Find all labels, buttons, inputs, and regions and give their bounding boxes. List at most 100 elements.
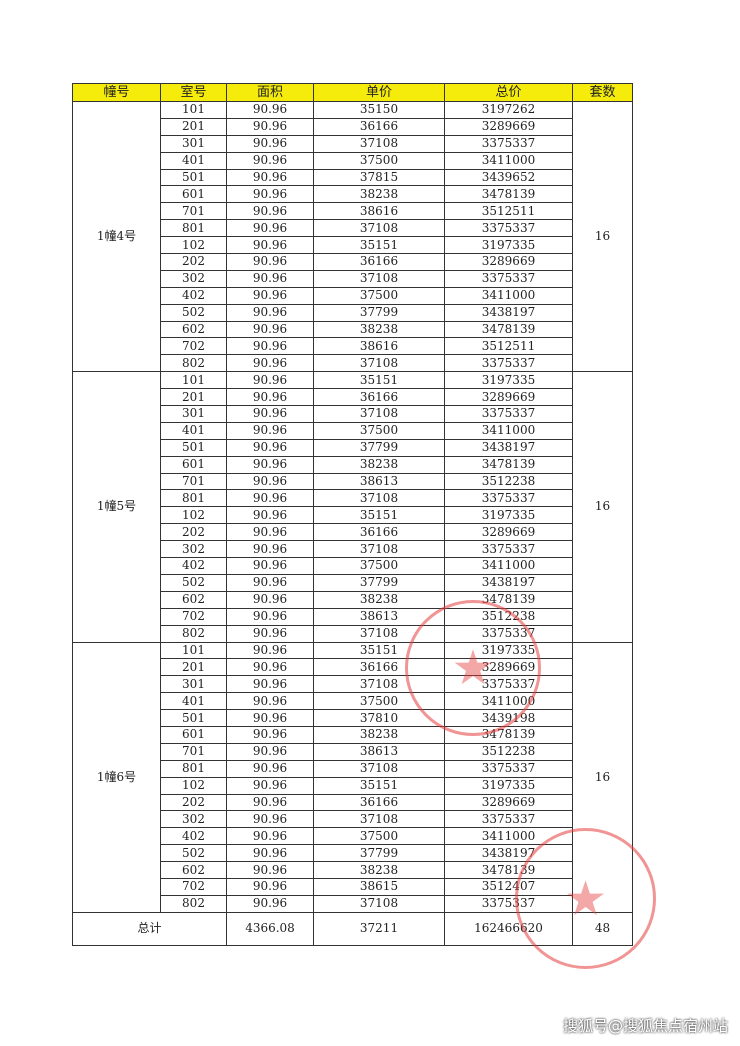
area-cell: 90.96 (226, 151, 314, 170)
total-price-cell: 3375337 (444, 624, 573, 643)
area-cell: 90.96 (226, 725, 314, 744)
table-row: 202 90.96 36166 3289669 (73, 523, 633, 542)
area-cell: 90.96 (226, 236, 314, 255)
watermark: 搜狐号@搜狐焦点宿州站 (562, 1017, 728, 1035)
table-row: 502 90.96 37799 3438197 (73, 844, 633, 863)
header-room: 室号 (160, 83, 227, 102)
unit-price-cell: 35151 (313, 236, 445, 255)
area-cell: 90.96 (226, 641, 314, 660)
room-cell: 402 (160, 286, 227, 305)
table-row: 202 90.96 36166 3289669 (73, 793, 633, 812)
area-cell: 90.96 (226, 354, 314, 373)
table-row: 1幢6号 101 90.96 35151 3197335 16 (72, 641, 633, 913)
room-cell: 502 (160, 573, 227, 592)
header-area: 面积 (226, 83, 314, 102)
area-cell: 90.96 (226, 742, 314, 761)
unit-price-cell: 37500 (313, 286, 445, 305)
room-cell: 701 (160, 742, 227, 761)
area-cell: 90.96 (226, 405, 314, 423)
building-cell: 1幢4号 (72, 100, 161, 373)
table-row: 102 90.96 35151 3197335 (73, 776, 633, 795)
room-cell: 502 (160, 303, 227, 322)
area-cell: 90.96 (226, 455, 314, 474)
total-price-cell: 3197335 (444, 506, 573, 525)
total-price-cell: 3478139 (444, 590, 573, 609)
table-row: 602 90.96 38238 3478139 (73, 861, 633, 879)
unit-price-cell: 36166 (313, 253, 445, 271)
building-cell: 1幢6号 (72, 641, 161, 913)
room-cell: 402 (160, 827, 227, 846)
room-cell: 701 (160, 202, 227, 221)
unit-price-cell: 38616 (313, 337, 445, 356)
area-cell: 90.96 (226, 692, 314, 711)
area-cell: 90.96 (226, 759, 314, 778)
unit-price-cell: 37108 (313, 134, 445, 153)
table-row: 801 90.96 37108 3375337 (73, 489, 633, 508)
total-price-cell: 3375337 (444, 759, 573, 778)
area-cell: 90.96 (226, 540, 314, 559)
unit-price-cell: 37108 (313, 759, 445, 778)
area-cell: 90.96 (226, 202, 314, 221)
table-row: 701 90.96 38613 3512238 (73, 742, 633, 761)
area-cell: 90.96 (226, 607, 314, 626)
total-price-cell: 3289669 (444, 793, 573, 812)
area-cell: 90.96 (226, 117, 314, 136)
header-building: 幢号 (72, 83, 161, 102)
unit-price-cell: 38238 (313, 185, 445, 204)
room-cell: 301 (160, 675, 227, 694)
table-row: 401 90.96 37500 3411000 (73, 151, 633, 170)
room-cell: 101 (160, 371, 227, 390)
room-cell: 302 (160, 540, 227, 559)
total-price-cell: 3375337 (444, 354, 573, 373)
unit-price-cell: 36166 (313, 793, 445, 812)
area-cell: 90.96 (226, 624, 314, 643)
unit-price-cell: 38238 (313, 320, 445, 339)
room-cell: 501 (160, 168, 227, 187)
total-price-cell: 3197335 (444, 641, 573, 660)
room-cell: 201 (160, 388, 227, 407)
unit-price-cell: 37108 (313, 540, 445, 559)
area-cell: 90.96 (226, 303, 314, 322)
total-price-cell: 3197335 (444, 776, 573, 795)
room-cell: 602 (160, 320, 227, 339)
header-count: 套数 (572, 83, 633, 102)
table-row: 302 90.96 37108 3375337 (73, 540, 633, 559)
room-cell: 301 (160, 134, 227, 153)
area-cell: 90.96 (226, 286, 314, 305)
area-cell: 90.96 (226, 269, 314, 288)
table-row: 102 90.96 35151 3197335 (73, 506, 633, 525)
room-cell: 202 (160, 793, 227, 812)
unit-price-cell: 36166 (313, 388, 445, 407)
total-price-cell: 3478139 (444, 861, 573, 879)
area-cell: 90.96 (226, 709, 314, 727)
table-row: 802 90.96 37108 3375337 (73, 354, 633, 373)
unit-price-cell: 37108 (313, 269, 445, 288)
room-cell: 601 (160, 725, 227, 744)
unit-price-cell: 35151 (313, 371, 445, 390)
unit-price-cell: 37108 (313, 219, 445, 238)
total-price-cell: 3478139 (444, 725, 573, 744)
total-row: 总计 4366.08 37211 162466620 48 (72, 911, 633, 946)
total-price-cell: 3375337 (444, 489, 573, 508)
unit-price-cell: 37108 (313, 894, 445, 913)
area-cell: 90.96 (226, 827, 314, 846)
area-cell: 90.96 (226, 168, 314, 187)
unit-price-cell: 36166 (313, 117, 445, 136)
total-price-cell: 3375337 (444, 269, 573, 288)
total-price-cell: 3439652 (444, 168, 573, 187)
total-price-cell: 3289669 (444, 388, 573, 407)
total-price-cell: 3289669 (444, 658, 573, 677)
total-price-cell: 3197262 (444, 101, 573, 119)
room-cell: 802 (160, 354, 227, 373)
table-row: 501 90.96 37815 3439652 (73, 168, 633, 187)
total-price-cell: 3411000 (444, 557, 573, 575)
table-row: 1幢4号 101 90.96 35150 3197262 16 (72, 100, 633, 373)
table-row: 601 90.96 38238 3478139 (73, 185, 633, 204)
unit-price-cell: 37500 (313, 557, 445, 575)
total-price-cell: 3512238 (444, 742, 573, 761)
room-cell: 401 (160, 421, 227, 440)
unit-price-cell: 37799 (313, 438, 445, 457)
count-cell: 16 (572, 371, 633, 643)
unit-price-cell: 37108 (313, 675, 445, 694)
unit-price-cell: 35151 (313, 641, 445, 660)
